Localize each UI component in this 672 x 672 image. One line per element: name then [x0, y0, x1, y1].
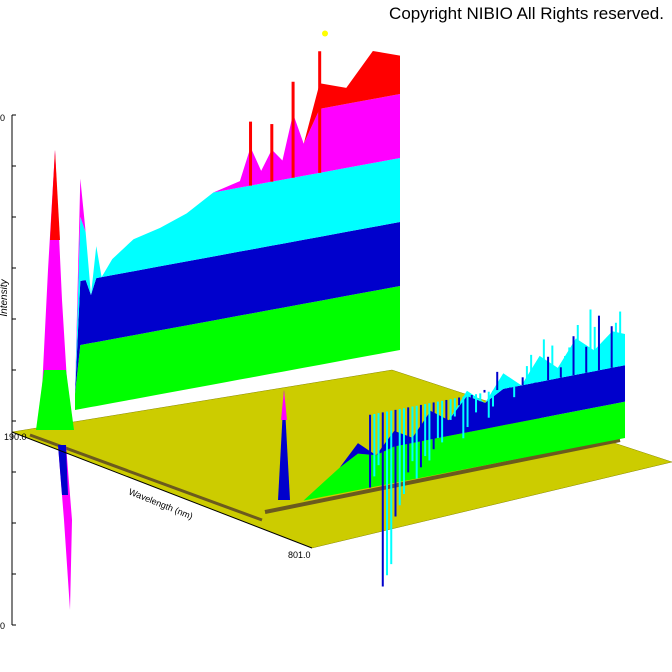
- x-axis-line: [11, 431, 313, 549]
- front-band-3: [255, 331, 625, 510]
- back-band-2: [75, 222, 400, 394]
- front-negative-dip-upper: [58, 445, 68, 495]
- front-band-2: [255, 365, 625, 510]
- copyright-notice: Copyright NIBIO All Rights reserved.: [389, 4, 664, 23]
- front-spectrum-surface: [36, 150, 625, 610]
- back-band-1: [75, 286, 400, 410]
- front-band-1: [255, 401, 625, 510]
- z-axis-label: Intensity: [0, 278, 10, 316]
- floor-ridge: [29, 433, 263, 522]
- z-axis-ticks: [12, 114, 16, 626]
- left-tall-peak: [40, 150, 70, 430]
- back-band-3: [75, 158, 400, 394]
- back-spectrum-surface: [75, 30, 400, 410]
- x-tick-label-start: 190.0: [4, 432, 27, 442]
- floor-ridge: [264, 438, 621, 514]
- left-tall-peak-top: [50, 150, 60, 240]
- front-small-peak-tip: [281, 390, 287, 420]
- x-tick-label-end: 801.0: [288, 550, 311, 560]
- z-tick-label-top: 0: [0, 113, 5, 123]
- back-peak-tip: [322, 30, 328, 37]
- z-tick-label-bottom: 0: [0, 621, 5, 631]
- front-small-peak: [278, 390, 290, 500]
- back-band-5: [75, 51, 400, 395]
- left-tall-peak-base: [36, 370, 74, 430]
